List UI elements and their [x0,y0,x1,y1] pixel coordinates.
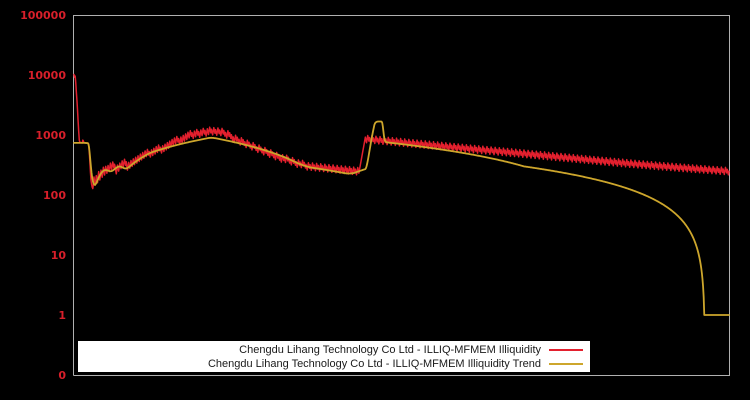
chart-legend: Chengdu Lihang Technology Co Ltd - ILLIQ… [78,341,590,372]
legend-swatch-illiquidity [549,348,583,351]
legend-item-illiquidity: Chengdu Lihang Technology Co Ltd - ILLIQ… [79,343,589,357]
y-axis-tick-labels: 100000 10000 1000 100 10 1 0 [0,0,68,400]
legend-label-illiquidity: Chengdu Lihang Technology Co Ltd - ILLIQ… [239,343,541,356]
legend-label-illiquidity-trend: Chengdu Lihang Technology Co Ltd - ILLIQ… [207,357,541,370]
y-axis-tick-label: 10 [50,249,66,262]
series-line-illiquidity-trend [73,120,730,316]
y-axis-tick-label: 100 [43,189,66,202]
series-line-illiquidity [73,73,730,190]
y-axis-tick-label: 10000 [27,69,66,82]
y-axis-tick-label: 1000 [35,129,66,142]
y-axis-tick-label: 100000 [20,9,66,22]
legend-item-illiquidity-trend: Chengdu Lihang Technology Co Ltd - ILLIQ… [79,357,589,371]
series-layer [73,73,730,316]
y-axis-tick-label: 1 [58,309,66,322]
y-axis-tick-label: 0 [58,369,66,382]
legend-swatch-illiquidity-trend [549,362,583,365]
